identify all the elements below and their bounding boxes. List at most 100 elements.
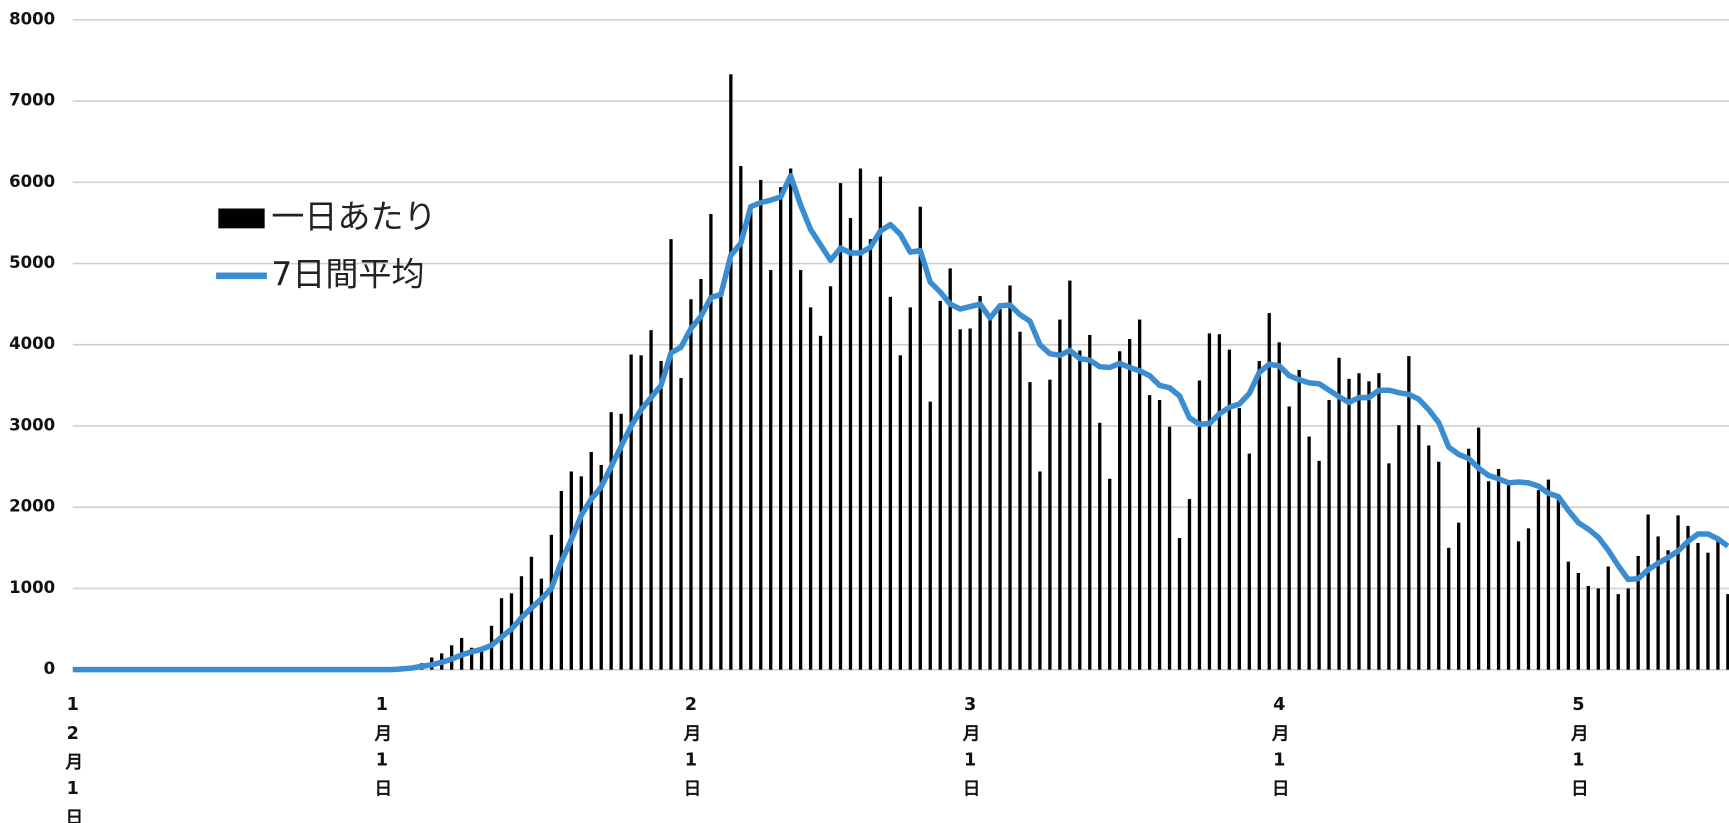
bar [1686,525,1690,670]
y-tick-label: 5000 [9,253,55,272]
bar [1367,381,1371,670]
bar [1467,448,1471,670]
bar [928,401,932,670]
bar [1616,594,1620,670]
bar [1576,572,1580,670]
bar [888,296,893,670]
bar [1457,522,1461,670]
bar [1516,541,1521,670]
bar [1038,471,1042,670]
y-tick-label: 1000 [9,578,55,597]
bar [469,647,474,670]
bar [639,355,643,670]
bar [1726,594,1729,670]
bar [1257,361,1261,670]
bar [808,307,813,670]
bar [1706,552,1710,670]
bar [669,239,673,670]
bar [948,268,952,670]
bar [1307,436,1311,670]
bar [1347,378,1351,670]
bar [818,335,823,670]
bar [1377,373,1381,670]
bar [1247,453,1251,670]
bar [1118,351,1122,670]
x-tick-label: 5月1日 [1568,695,1589,806]
bar [619,413,623,670]
bar [1586,585,1590,670]
bar [938,300,942,670]
x-tick-label: 4月1日 [1269,695,1290,806]
bar [729,74,733,670]
bar [898,355,902,670]
y-tick-label: 6000 [9,172,55,191]
bar [1028,382,1032,670]
bar [988,313,992,670]
bar [1128,339,1132,670]
bar [739,166,743,670]
bar [1137,319,1142,670]
bar [1546,479,1551,670]
bar [918,206,922,670]
bar [1566,561,1571,670]
bar [719,296,723,670]
bar [519,576,524,670]
bar [968,328,972,670]
bar [1008,285,1012,670]
y-tick-label: 4000 [9,334,55,353]
bar [978,296,982,670]
bar [1197,380,1202,670]
x-tick-label: 3月1日 [960,695,981,806]
bar [1496,469,1501,670]
bar [789,168,793,670]
y-tick-label: 2000 [9,497,55,516]
y-tick-label: 7000 [9,91,55,110]
bar [1287,406,1291,670]
bar [609,412,613,670]
bar [1486,481,1491,670]
bar [1337,357,1341,670]
bar [569,471,573,670]
bar [649,330,653,670]
line [72,173,1729,673]
legend-label: 一日あたり [271,197,436,236]
bar [1098,422,1102,670]
bar [1167,426,1172,670]
bar [1656,536,1660,670]
bar [1327,399,1331,670]
bar [1147,395,1152,670]
bar [1207,333,1212,670]
bar [1526,528,1531,670]
bar [1157,399,1162,670]
bar [779,187,783,670]
bar [709,213,713,670]
bar [1407,356,1411,670]
bar [958,329,962,670]
bar [1018,331,1022,670]
bar [1716,541,1720,670]
legend-label: 7日間平均 [271,254,424,293]
bar [1676,515,1680,670]
bar [1078,350,1082,670]
y-tick-label: 8000 [9,9,55,28]
bar [1506,485,1511,670]
bar [769,270,773,670]
bar [1437,461,1441,670]
bar [529,556,534,670]
bar [1088,335,1092,670]
bar [908,307,912,670]
bar [1636,555,1640,670]
bar [589,451,593,670]
bar [1297,369,1301,670]
bar [1556,499,1561,670]
bar [1048,379,1052,670]
bar [1646,514,1650,670]
y-tick-label: 3000 [9,415,55,434]
bar [848,218,853,670]
bar [1666,550,1670,670]
bar [749,205,753,670]
bar [1177,538,1182,670]
bar [1357,373,1361,670]
bar [679,378,683,670]
bar [629,354,633,670]
